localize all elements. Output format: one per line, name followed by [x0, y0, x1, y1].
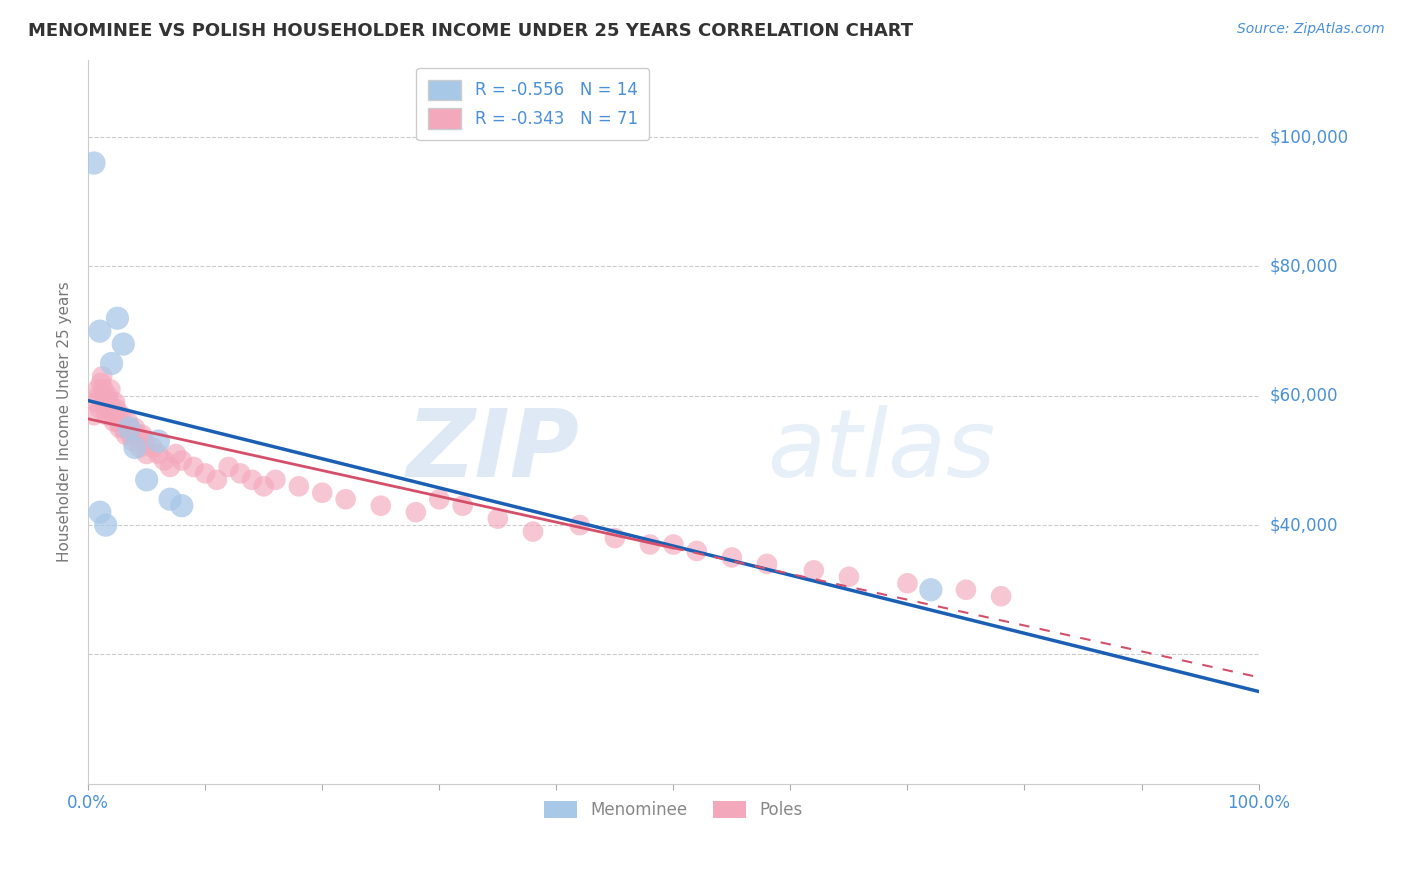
Point [148, 434, 170, 448]
Point [253, 479, 276, 493]
Point [128, 441, 150, 455]
Point [568, 518, 591, 533]
Point [94, 518, 117, 533]
Text: MENOMINEE VS POLISH HOUSEHOLDER INCOME UNDER 25 YEARS CORRELATION CHART: MENOMINEE VS POLISH HOUSEHOLDER INCOME U… [28, 22, 914, 40]
Point [100, 401, 122, 416]
Point [83, 156, 105, 170]
Point [721, 550, 744, 565]
Text: $60,000: $60,000 [1270, 387, 1339, 405]
Point [838, 570, 860, 584]
Point [117, 415, 139, 429]
Point [86, 395, 108, 409]
Point [118, 421, 141, 435]
Point [662, 537, 685, 551]
Point [134, 434, 156, 448]
Point [183, 459, 205, 474]
Point [405, 505, 427, 519]
Point [100, 382, 122, 396]
Y-axis label: Householder Income Under 25 years: Householder Income Under 25 years [58, 281, 72, 562]
Point [108, 421, 131, 435]
Point [141, 441, 163, 455]
Point [87, 389, 110, 403]
Point [335, 492, 357, 507]
Point [194, 467, 217, 481]
Point [240, 473, 263, 487]
Point [105, 401, 128, 416]
Point [311, 485, 333, 500]
Point [94, 395, 117, 409]
Point [112, 337, 135, 351]
Point [955, 582, 977, 597]
Point [90, 376, 112, 390]
Point [124, 441, 146, 455]
Text: $80,000: $80,000 [1270, 258, 1339, 276]
Point [114, 427, 136, 442]
Point [229, 467, 252, 481]
Point [89, 505, 111, 519]
Point [110, 408, 132, 422]
Text: atlas: atlas [768, 405, 995, 496]
Point [127, 427, 149, 442]
Point [170, 453, 193, 467]
Point [131, 427, 153, 442]
Point [94, 401, 117, 416]
Point [98, 395, 121, 409]
Point [96, 408, 118, 422]
Point [118, 421, 141, 435]
Point [288, 479, 311, 493]
Point [159, 459, 181, 474]
Point [686, 544, 709, 558]
Point [638, 537, 661, 551]
Point [165, 447, 187, 461]
Point [990, 589, 1012, 603]
Point [121, 434, 143, 448]
Text: $100,000: $100,000 [1270, 128, 1348, 146]
Point [120, 427, 142, 442]
Text: $40,000: $40,000 [1270, 516, 1339, 534]
Point [603, 531, 626, 545]
Point [135, 447, 157, 461]
Point [522, 524, 544, 539]
Point [218, 459, 240, 474]
Point [103, 415, 125, 429]
Point [427, 492, 450, 507]
Legend: Menominee, Poles: Menominee, Poles [537, 795, 810, 826]
Point [86, 382, 108, 396]
Point [101, 408, 124, 422]
Text: ZIP: ZIP [406, 405, 579, 497]
Point [135, 473, 157, 487]
Point [486, 511, 509, 525]
Point [451, 499, 474, 513]
Point [756, 557, 779, 571]
Point [920, 582, 942, 597]
Point [370, 499, 392, 513]
Point [104, 395, 127, 409]
Point [148, 447, 170, 461]
Point [100, 356, 122, 370]
Text: Source: ZipAtlas.com: Source: ZipAtlas.com [1237, 22, 1385, 37]
Point [170, 499, 193, 513]
Point [107, 311, 129, 326]
Point [803, 563, 825, 577]
Point [93, 389, 115, 403]
Point [89, 324, 111, 338]
Point [159, 492, 181, 507]
Point [107, 408, 129, 422]
Point [93, 382, 115, 396]
Point [124, 421, 146, 435]
Point [91, 369, 114, 384]
Point [97, 389, 120, 403]
Point [264, 473, 287, 487]
Point [83, 408, 105, 422]
Point [89, 401, 111, 416]
Point [896, 576, 918, 591]
Point [153, 453, 176, 467]
Point [112, 421, 135, 435]
Point [205, 473, 228, 487]
Point [107, 415, 129, 429]
